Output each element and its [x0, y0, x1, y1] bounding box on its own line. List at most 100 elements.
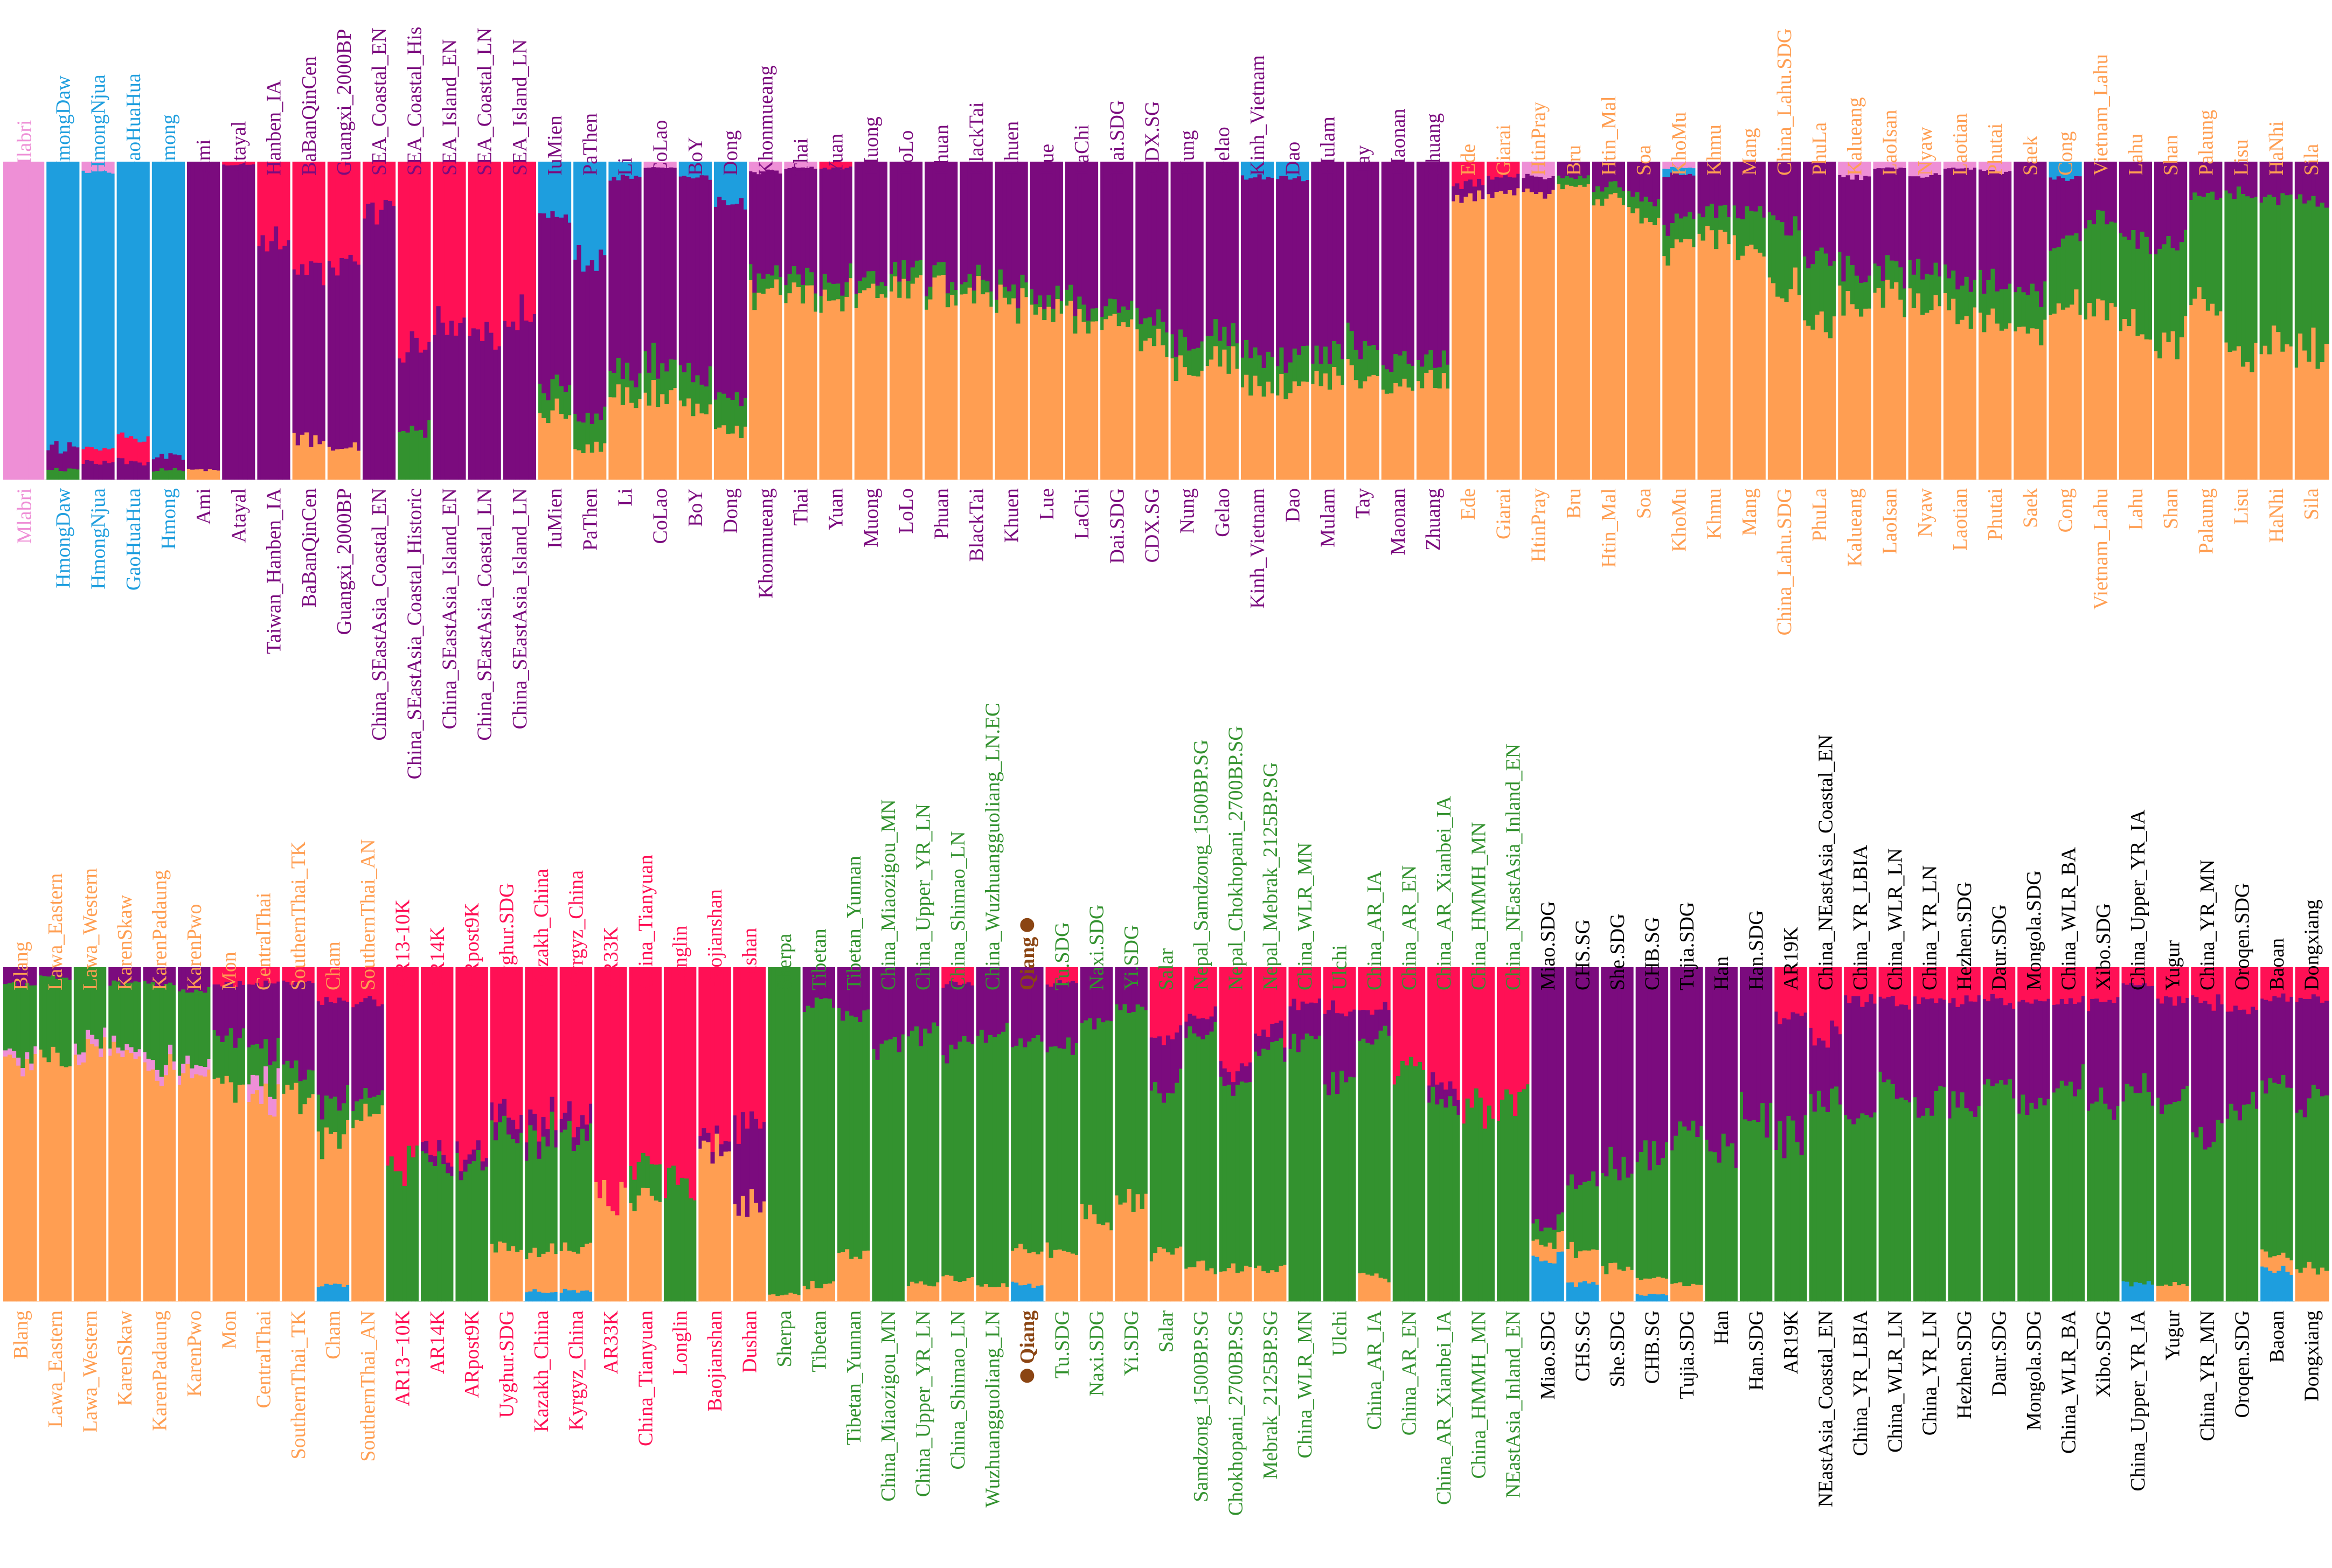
ancestry-segment-orange — [927, 1286, 932, 1302]
ancestry-segment-purple — [410, 331, 415, 426]
ancestry-segment-purple — [307, 981, 312, 1070]
ancestry-segment-purple — [1788, 162, 1794, 236]
ancestry-segment-green — [1564, 176, 1570, 185]
ancestry-segment-green — [1222, 327, 1227, 350]
ancestry-segment-green — [1678, 1121, 1683, 1283]
ancestry-segment-pink — [90, 1035, 95, 1045]
ancestry-segment-orange — [998, 285, 1003, 480]
ancestry-segment-purple — [1235, 162, 1240, 344]
ancestry-segment-purple — [2311, 162, 2316, 197]
ancestry-segment-purple — [714, 1125, 720, 1134]
ancestry-segment-orange — [2030, 328, 2035, 480]
ancestry-segment-orange — [1090, 321, 1095, 480]
ancestry-segment-pink — [1907, 162, 1912, 177]
ancestry-segment-purple — [1843, 995, 1848, 1115]
ancestry-segment-orange — [1239, 387, 1245, 480]
ancestry-segment-orange — [649, 1196, 655, 1302]
ancestry-segment-green — [1296, 1052, 1301, 1302]
ancestry-segment-purple — [932, 967, 936, 1023]
ancestry-segment-blue — [120, 162, 125, 433]
ancestry-segment-red — [571, 967, 577, 1138]
ancestry-segment-red — [2129, 967, 2134, 983]
ancestry-segment-orange — [1029, 304, 1034, 480]
ancestry-segment-red — [1391, 967, 1397, 1085]
population-label-bottom: China_YR_LBIA — [1849, 1310, 1872, 1456]
ancestry-segment-purple — [2048, 177, 2053, 251]
ancestry-segment-purple — [1435, 1084, 1440, 1105]
ancestry-segment-green — [853, 1017, 858, 1257]
ancestry-segment-red — [615, 967, 620, 1216]
ancestry-segment-purple — [792, 166, 797, 267]
population-ar33k — [593, 967, 629, 1302]
population-label-top: Uyghur.SDG — [496, 883, 518, 990]
ancestry-segment-orange — [989, 307, 995, 480]
ancestry-segment-purple — [272, 983, 277, 1062]
ancestry-segment-green — [1143, 318, 1148, 341]
ancestry-segment-green — [1898, 267, 1904, 300]
ancestry-segment-green — [542, 393, 546, 419]
ancestry-segment-purple — [1406, 162, 1412, 364]
ancestry-segment-purple — [1810, 162, 1816, 265]
ancestry-segment-orange — [996, 1287, 1002, 1302]
ancestry-segment-red — [1829, 967, 1835, 1021]
ancestry-segment-green — [1903, 1100, 1908, 1302]
ancestry-segment-green — [337, 1110, 342, 1149]
ancestry-segment-purple — [33, 967, 39, 986]
population-china-wlr-mn — [1287, 967, 1323, 1302]
ancestry-segment-green — [1218, 1077, 1223, 1272]
ancestry-segment-orange — [2017, 327, 2022, 480]
ancestry-segment-green — [120, 986, 126, 1051]
ancestry-segment-red — [1309, 967, 1314, 1003]
ancestry-segment-green — [927, 1033, 932, 1286]
population-label-bottom: AR19K — [1780, 1310, 1802, 1374]
ancestry-segment-green — [1118, 1010, 1123, 1205]
population-label-bottom: Xibo.SDG — [2092, 1310, 2115, 1398]
ancestry-segment-pink — [3, 1050, 8, 1057]
ancestry-segment-purple — [1674, 174, 1679, 214]
ancestry-segment-orange — [2241, 366, 2246, 480]
population-label-top: Palaung — [2195, 110, 2217, 176]
ancestry-segment-purple — [2210, 162, 2215, 192]
ancestry-segment-green — [774, 265, 779, 280]
ancestry-segment-red — [337, 967, 342, 998]
ancestry-segment-orange — [1903, 317, 1908, 480]
ancestry-segment-purple — [437, 1140, 442, 1152]
ancestry-segment-purple — [424, 1141, 429, 1154]
ancestry-segment-purple — [67, 442, 72, 469]
ancestry-segment-purple — [1341, 162, 1346, 359]
ancestry-segment-red — [1287, 967, 1293, 1007]
ancestry-segment-blue — [1270, 162, 1275, 178]
ancestry-segment-green — [415, 1145, 420, 1302]
ancestry-segment-purple — [221, 164, 226, 480]
ancestry-segment-orange — [910, 283, 915, 480]
ancestry-segment-orange — [1995, 323, 2000, 480]
ancestry-segment-purple — [647, 168, 652, 373]
population-china-hmmh-mn — [1461, 967, 1496, 1302]
ancestry-segment-green — [1752, 1120, 1757, 1302]
population-label-bottom: Lawa_Western — [79, 1310, 102, 1433]
ancestry-segment-blue — [620, 162, 626, 175]
ancestry-segment-purple — [1231, 162, 1236, 324]
ancestry-segment-purple — [2320, 162, 2325, 203]
ancestry-segment-orange — [1727, 244, 1732, 480]
ancestry-segment-green — [801, 1012, 807, 1287]
ancestry-segment-green — [1437, 367, 1442, 389]
population-label-top: Yi.SDG — [1120, 925, 1143, 990]
ancestry-segment-green — [658, 1164, 663, 1203]
ancestry-segment-orange — [1854, 309, 1859, 480]
ancestry-segment-green — [163, 983, 169, 1065]
ancestry-segment-green — [1326, 1095, 1331, 1302]
ancestry-segment-purple — [2144, 162, 2149, 238]
ancestry-segment-purple — [585, 1124, 589, 1141]
population-phuan — [924, 162, 959, 480]
ancestry-segment-red — [1439, 967, 1444, 1083]
ancestry-segment-orange — [1283, 399, 1289, 480]
population-arpost9k — [454, 967, 490, 1302]
ancestry-segment-purple — [1040, 967, 1045, 1042]
ancestry-segment-green — [1643, 196, 1649, 218]
ancestry-segment-green — [748, 264, 753, 281]
ancestry-segment-purple — [328, 1002, 334, 1099]
ancestry-segment-purple — [1869, 994, 1874, 1118]
ancestry-segment-purple — [1086, 162, 1091, 321]
ancestry-segment-purple — [1578, 162, 1583, 176]
